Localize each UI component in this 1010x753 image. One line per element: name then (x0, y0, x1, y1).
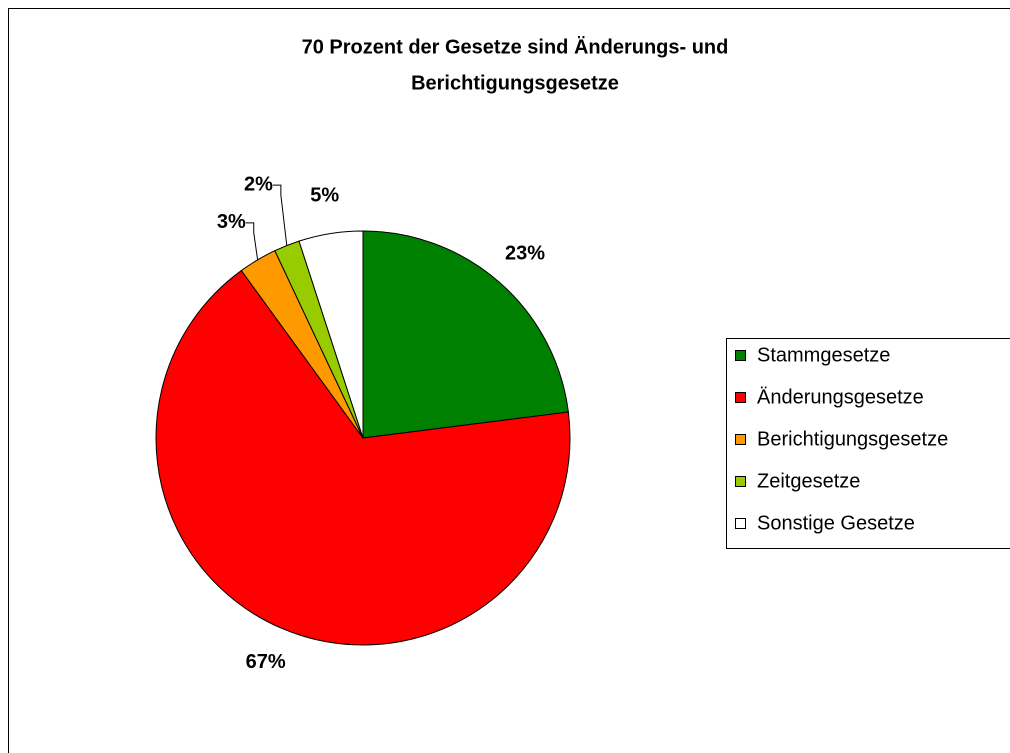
legend-label: Sonstige Gesetze (757, 512, 915, 534)
data-label: 3% (217, 211, 246, 233)
legend-label: Stammgesetze (757, 344, 890, 366)
legend-swatch (735, 476, 746, 487)
data-label: 67% (246, 651, 286, 673)
legend-label: Berichtigungsgesetze (757, 428, 948, 450)
pie-slice (298, 230, 364, 439)
legend-label: Änderungsgesetze (757, 386, 924, 408)
legend-swatch (735, 518, 746, 529)
leader-line (272, 184, 288, 246)
chart-title: Berichtigungsgesetze (411, 72, 619, 94)
chart-title: 70 Prozent der Gesetze sind Änderungs- u… (302, 35, 729, 58)
leader-line (245, 222, 259, 260)
pie-slice (362, 230, 569, 439)
legend-swatch (735, 434, 746, 445)
data-label: 23% (505, 243, 545, 265)
legend-box (726, 338, 1010, 549)
pie-slice (155, 269, 571, 646)
legend-swatch (735, 392, 746, 403)
legend-swatch (735, 350, 746, 361)
legend-label: Zeitgesetze (757, 470, 860, 492)
data-label: 5% (310, 184, 339, 206)
data-label: 2% (244, 173, 273, 195)
